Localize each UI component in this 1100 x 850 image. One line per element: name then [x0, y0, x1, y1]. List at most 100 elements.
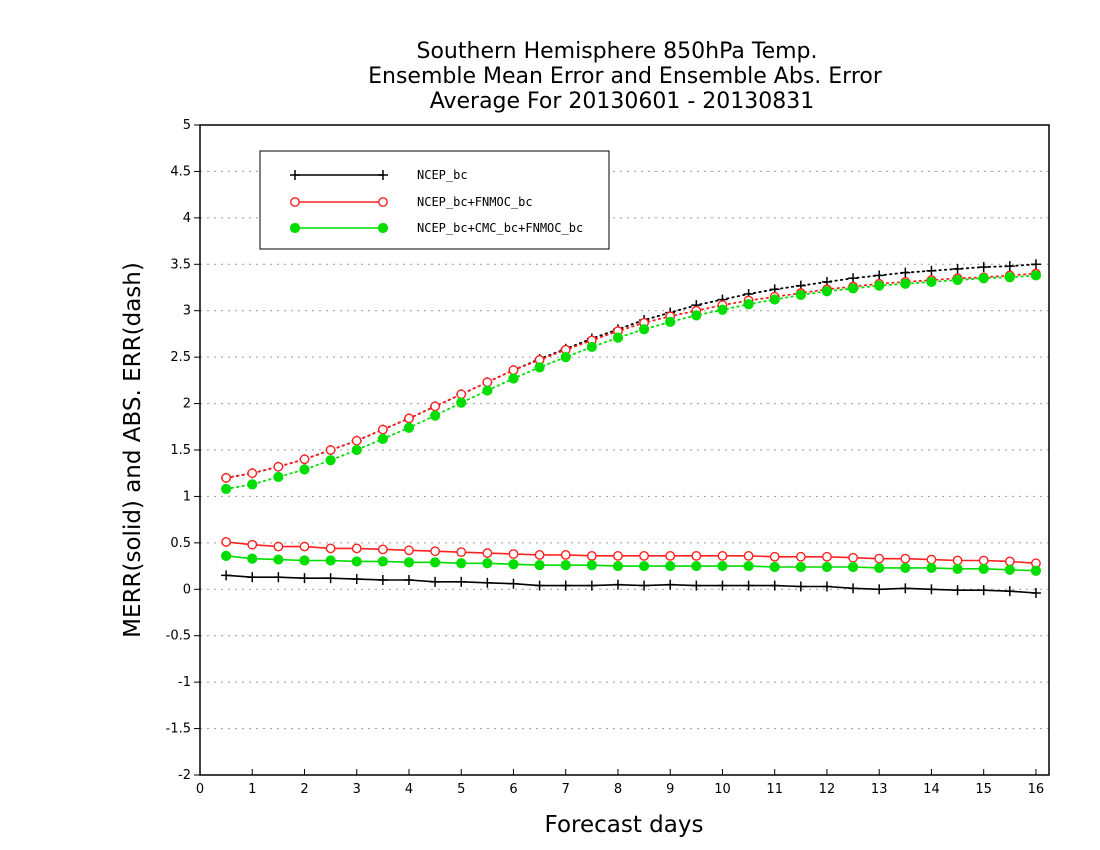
merr-point [273, 554, 284, 565]
merr-point [560, 550, 571, 560]
merr-point [1030, 588, 1041, 598]
x-tick-label: 0 [196, 782, 204, 797]
y-tick-label: 4 [183, 211, 191, 226]
y-tick-label: 0 [183, 582, 191, 597]
legend-marker [290, 170, 300, 180]
y-tick-label: 4.5 [170, 164, 191, 179]
merr-point [586, 550, 597, 561]
merr-point [404, 545, 414, 556]
merr-point [795, 561, 806, 573]
merr-point [456, 547, 467, 558]
abs-err-point [430, 410, 441, 421]
y-tick-label: -1.5 [166, 722, 191, 737]
merr-point [508, 549, 519, 559]
merr-point [848, 583, 859, 594]
merr-point [639, 580, 650, 591]
merr-point [273, 541, 284, 552]
abs-err-line [225, 263, 1037, 479]
merr-point [482, 577, 493, 588]
x-tick-label: 13 [871, 782, 888, 797]
merr-point [926, 584, 937, 595]
legend-marker [378, 170, 388, 180]
merr-point [900, 583, 911, 594]
merr-point [665, 579, 676, 590]
merr-point [978, 585, 989, 596]
merr-point [612, 560, 624, 572]
x-tick-label: 2 [300, 782, 308, 797]
x-tick-label: 7 [562, 782, 570, 797]
abs-err-point [638, 324, 650, 335]
merr-point [717, 580, 728, 591]
merr-point [639, 550, 649, 561]
merr-point [612, 579, 623, 590]
series-1 [221, 268, 1041, 569]
abs-err-point [482, 377, 493, 388]
merr-point [325, 543, 336, 554]
merr-point [743, 550, 754, 561]
abs-err-point [377, 424, 388, 435]
x-tick-label: 1 [248, 782, 256, 797]
merr-point [821, 581, 832, 592]
legend-entries: NCEP_bc NCEP_bc+FNMOC_bc NCEP_bc+CMC_bc+FN… [289, 168, 583, 235]
legend-label: NCEP_bc [417, 168, 468, 182]
chart-title-line-1: Southern Hemisphere 850hPa Temp. [417, 39, 818, 64]
merr-point [247, 539, 258, 550]
merr-point [638, 560, 650, 572]
legend: NCEP_bc NCEP_bc+FNMOC_bc NCEP_bc+CMC_bc+FN… [259, 150, 610, 250]
abs-err-point [978, 262, 989, 273]
abs-err-point [221, 472, 232, 483]
merr-point [952, 555, 963, 566]
y-tick-label: 2 [183, 397, 191, 412]
merr-point [665, 550, 676, 561]
chart-title-line-3: Average For 20130601 - 20130831 [430, 89, 815, 114]
abs-err-point [404, 413, 414, 424]
abs-err-point [612, 332, 624, 343]
legend-entry-1: NCEP_bc+FNMOC_bc [290, 195, 533, 209]
abs-err-point [325, 445, 336, 455]
abs-err-point [717, 304, 728, 315]
x-axis-label: Forecast days [545, 812, 704, 838]
x-tick-label: 11 [766, 782, 783, 797]
y-tick-label: 0.5 [170, 536, 191, 551]
abs-err-point [926, 265, 937, 276]
merr-point [351, 574, 362, 585]
abs-err-point [351, 444, 362, 456]
x-tick-label: 8 [614, 782, 622, 797]
merr-point [456, 576, 467, 587]
x-tick-label: 4 [405, 782, 413, 797]
merr-point [508, 578, 519, 589]
abs-err-point [926, 276, 937, 288]
abs-err-point [1004, 261, 1015, 272]
merr-point [795, 551, 806, 562]
series-layer [221, 259, 1042, 598]
legend-label: NCEP_bc+CMC_bc+FNMOC_bc [417, 221, 583, 235]
x-tick-label: 3 [353, 782, 361, 797]
legend-entry-0: NCEP_bc [290, 168, 468, 182]
x-tick-label: 16 [1028, 782, 1045, 797]
y-tick-label: -1 [178, 675, 191, 690]
abs-err-point [508, 373, 519, 384]
y-tick-label: 3 [183, 304, 191, 319]
y-tick-label: 1.5 [170, 443, 191, 458]
merr-point [325, 573, 336, 584]
merr-point [430, 546, 441, 557]
grid-lines [200, 170, 1049, 730]
abs-err-point [299, 464, 310, 475]
abs-err-point [534, 362, 545, 373]
abs-err-point [325, 455, 336, 466]
y-tick-label: 2.5 [170, 350, 191, 365]
x-tick-label: 14 [923, 782, 940, 797]
legend-box [259, 150, 610, 250]
merr-point [508, 559, 519, 570]
y-tick-label: -2 [178, 768, 191, 783]
merr-point [403, 575, 414, 585]
abs-err-point [691, 310, 702, 321]
merr-point [874, 584, 885, 595]
merr-point [691, 560, 702, 572]
abs-err-point [978, 273, 989, 284]
merr-point [325, 555, 336, 566]
x-tick-label: 15 [975, 782, 992, 797]
abs-err-point [874, 270, 885, 281]
merr-point [560, 560, 571, 571]
y-tick-label: 1 [183, 489, 191, 504]
